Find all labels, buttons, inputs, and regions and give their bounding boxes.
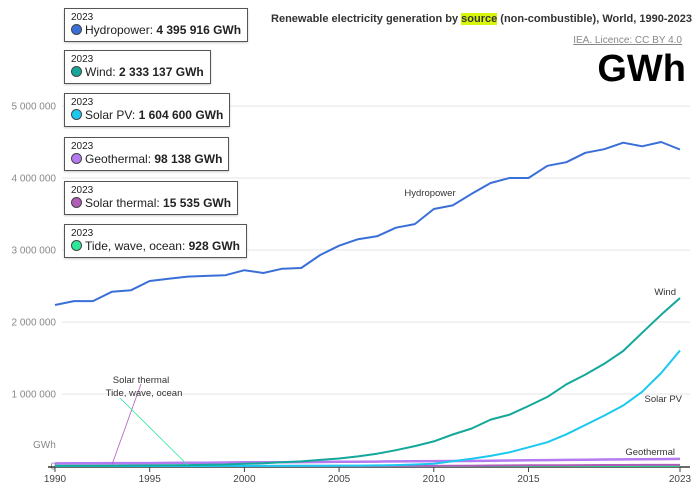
chart-title: Renewable electricity generation by sour… [271,13,692,25]
x-tick-label: 2005 [328,474,351,485]
tooltip-year: 2023 [71,185,94,196]
tooltip-wind: 2023 Wind: 2 333 137 GWh [64,50,211,84]
series-line-wind[interactable] [55,297,681,467]
label-leader-lines [111,383,188,466]
y-tick-label: 4 000 000 [12,174,57,185]
tooltip-value: 1 604 600 GWh [138,108,224,122]
tooltip-year: 2023 [71,97,94,108]
series-line-hydropower[interactable] [54,141,681,306]
tooltip-value: 2 333 137 GWh [119,65,204,79]
tooltip-series: Solar thermal [85,196,157,210]
series-label-tide-wave-ocean: Tide, wave, ocean [106,388,183,399]
series-labels: Hydropower Wind Solar PV Geothermal Solar th… [106,188,683,458]
tide-dot-icon [71,240,82,251]
tooltip-geothermal: 2023 Geothermal: 98 138 GWh [64,137,230,171]
series-label-geothermal: Geothermal [625,447,675,458]
x-tick-label: 1995 [139,474,162,485]
y-tick-label: 2 000 000 [12,318,57,329]
x-tick-label: 2000 [233,474,256,485]
geothermal-dot-icon [71,153,82,164]
series-lines [54,141,681,467]
tide-leader [119,397,188,466]
x-axis: 1990 1995 2000 2005 2010 2015 2023 [44,466,692,485]
tooltip-series: Wind [85,65,113,79]
x-tick-label: 2023 [669,474,692,485]
tooltip-year: 2023 [71,54,94,65]
tooltip-hydropower: 2023 Hydropower: 4 395 916 GWh [64,8,249,42]
y-tick-label: 5 000 000 [12,102,57,113]
series-line-solar-pv[interactable] [55,349,681,467]
series-line-geothermal[interactable] [54,457,681,465]
series-label-wind: Wind [654,287,676,298]
title-suffix: (non-combustible), World, 1990-2023 [497,13,692,25]
tooltip-series: Hydropower [85,23,150,37]
hydropower-dot-icon [71,24,82,35]
unit-label: GWh [597,48,686,90]
tooltip-value: 98 138 GWh [154,152,223,166]
x-tick-label: 1990 [44,474,67,485]
tooltip-solar-pv: 2023 Solar PV: 1 604 600 GWh [64,93,231,127]
solar-pv-dot-icon [71,109,82,120]
tooltip-value: 15 535 GWh [163,196,232,210]
y-tick-label: 3 000 000 [12,246,57,257]
solar-thermal-dot-icon [71,197,82,208]
series-label-solar-pv: Solar PV [645,394,683,405]
tooltip-year: 2023 [71,228,94,239]
tooltip-tide-wave-ocean: 2023 Tide, wave, ocean: 928 GWh [64,224,247,258]
series-label-hydropower: Hydropower [404,188,455,199]
wind-dot-icon [71,66,82,77]
tooltip-solar-thermal: 2023 Solar thermal: 15 535 GWh [64,181,239,215]
y-tick-label: 1 000 000 [12,390,57,401]
series-label-solar-thermal: Solar thermal [113,375,170,386]
tooltip-value: 4 395 916 GWh [156,23,242,37]
tooltip-year: 2023 [71,141,94,152]
title-highlight: source [461,13,498,25]
tooltip-series: Tide, wave, ocean [85,239,182,253]
tooltip-value: 928 GWh [188,239,240,253]
licence-link[interactable]: IEA. Licence: CC BY 4.0 [573,35,682,46]
tooltip-series: Geothermal [85,152,148,166]
x-tick-label: 2010 [423,474,446,485]
x-tick-label: 2015 [517,474,540,485]
y-axis-label: GWh [33,440,56,451]
solar-thermal-leader [111,383,142,466]
title-prefix: Renewable electricity generation by [271,13,462,25]
tooltip-series: Solar PV [85,108,132,122]
tooltip-year: 2023 [71,12,94,23]
